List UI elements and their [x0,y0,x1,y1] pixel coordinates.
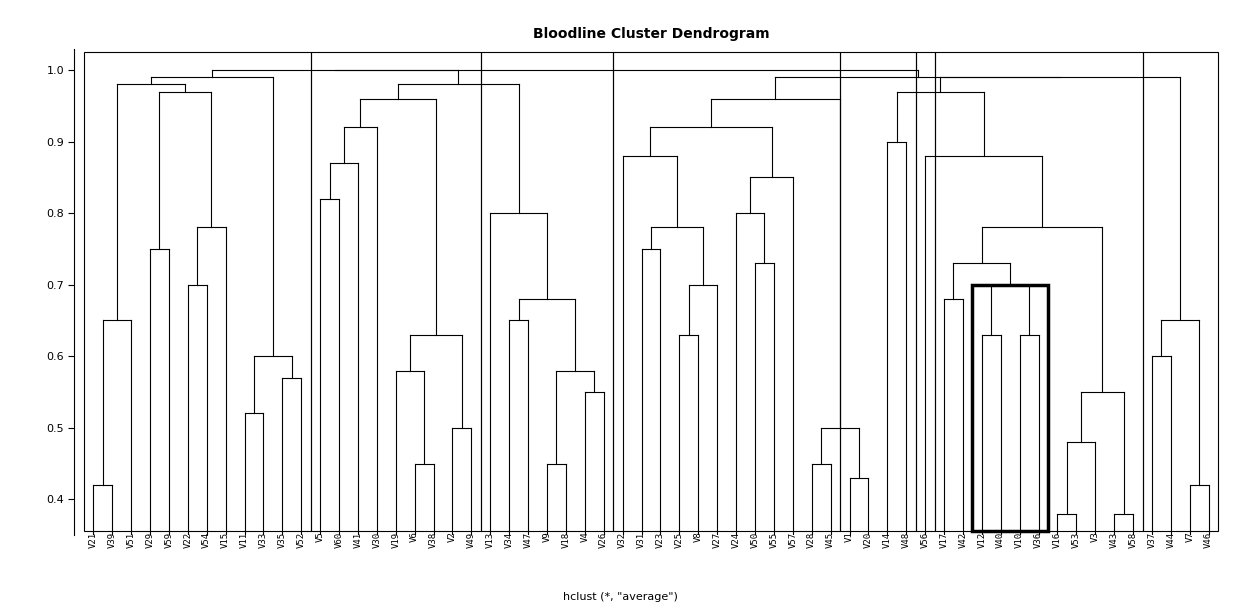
Text: V56: V56 [920,531,930,548]
Text: V12: V12 [977,531,986,548]
Bar [839,52,915,531]
Text: V33: V33 [259,531,268,548]
Text: V39: V39 [108,531,117,548]
Text: V29: V29 [145,531,155,548]
Text: V3: V3 [1091,531,1100,542]
Text: V35: V35 [278,531,286,548]
Text: V54: V54 [202,531,211,548]
Text: V38: V38 [429,531,438,548]
Text: V55: V55 [769,531,779,548]
Text: V31: V31 [637,531,646,548]
Bar [481,52,614,531]
Text: V5: V5 [316,531,325,542]
Bar [972,285,1048,531]
Title: Bloodline Cluster Dendrogram: Bloodline Cluster Dendrogram [533,27,769,41]
Text: V49: V49 [467,531,476,548]
Text: V9: V9 [543,531,552,542]
Text: V2: V2 [448,531,458,542]
Text: V21: V21 [89,531,98,548]
Text: V19: V19 [392,531,401,548]
Bar [915,52,935,531]
Text: V17: V17 [940,531,949,548]
Text: V8: V8 [693,531,703,542]
Text: V25: V25 [675,531,683,548]
Text: V16: V16 [1053,531,1061,548]
Text: V47: V47 [523,531,533,548]
Text: V42: V42 [959,531,967,548]
Text: V11: V11 [241,531,249,548]
Text: V60: V60 [335,531,343,548]
Text: V32: V32 [619,531,627,548]
Text: V58: V58 [1128,531,1137,548]
Bar [935,52,1142,531]
Text: V30: V30 [372,531,382,548]
Text: V14: V14 [883,531,892,548]
Text: V53: V53 [1071,531,1081,548]
Text: V44: V44 [1167,531,1176,548]
Text: V48: V48 [901,531,910,548]
Text: V45: V45 [826,531,835,548]
Text: V1: V1 [844,531,854,542]
Text: V50: V50 [750,531,759,548]
Text: V10: V10 [1016,531,1024,548]
Text: V23: V23 [656,531,665,548]
Text: V18: V18 [562,531,570,548]
Bar [1142,52,1218,531]
Text: V20: V20 [864,531,873,548]
Text: V57: V57 [789,531,797,548]
Text: V41: V41 [353,531,362,548]
Text: V7: V7 [1185,531,1194,542]
Text: hclust (*, "average"): hclust (*, "average") [563,592,677,602]
Text: V40: V40 [996,531,1006,548]
Text: V59: V59 [165,531,174,548]
Text: V43: V43 [1110,531,1118,548]
Text: V46: V46 [1204,531,1213,548]
Text: V24: V24 [732,531,740,548]
Text: V37: V37 [1147,531,1157,548]
Text: V51: V51 [126,531,135,548]
Bar [84,52,311,531]
Bar [311,52,481,531]
Bar [614,52,839,531]
Text: V6: V6 [410,531,419,542]
Text: V28: V28 [807,531,816,548]
Text: V15: V15 [221,531,231,548]
Text: V52: V52 [296,531,306,548]
Text: V13: V13 [486,531,495,548]
Text: V34: V34 [505,531,513,548]
Text: V26: V26 [599,531,609,548]
Text: V27: V27 [713,531,722,548]
Text: V22: V22 [184,531,192,548]
Text: V36: V36 [1034,531,1043,548]
Text: V4: V4 [580,531,589,542]
